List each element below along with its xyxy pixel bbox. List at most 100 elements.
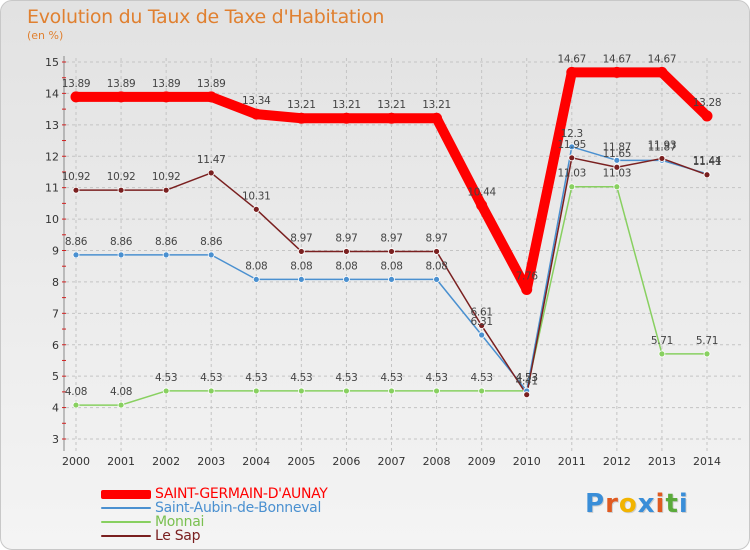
data-label: 11.87 — [603, 141, 632, 153]
data-label: 7.76 — [516, 270, 539, 282]
x-tick-label: 2007 — [378, 455, 406, 468]
series-point — [117, 251, 125, 259]
series-point — [701, 110, 713, 122]
series-point — [207, 251, 215, 259]
y-tick-label: 7 — [52, 307, 59, 320]
x-tick-label: 2014 — [693, 455, 721, 468]
series-point — [343, 248, 350, 255]
y-tick-label: 11 — [45, 182, 59, 195]
data-label: 13.89 — [107, 78, 136, 90]
data-label: 11.47 — [197, 154, 226, 166]
data-label: 10.92 — [152, 171, 181, 183]
legend-item: Le Sap — [101, 529, 431, 543]
series-point — [613, 163, 621, 171]
series-point — [160, 91, 172, 103]
legend-swatch — [101, 489, 151, 499]
series-point — [115, 91, 127, 103]
data-label: 4.53 — [516, 372, 538, 384]
legend-label: Saint-Aubin-de-Bonneval — [155, 500, 322, 516]
data-label: 8.86 — [65, 236, 88, 248]
series-point — [252, 205, 260, 213]
data-label: 4.53 — [245, 372, 267, 384]
data-label: 4.53 — [155, 372, 177, 384]
series-point — [297, 248, 305, 255]
series-point — [162, 186, 170, 194]
series-point — [388, 248, 395, 255]
series-point — [433, 387, 440, 395]
data-label: 8.86 — [110, 236, 133, 248]
x-tick-label: 2011 — [558, 455, 586, 468]
y-tick-label: 5 — [52, 370, 59, 383]
series-point — [297, 387, 305, 395]
y-tick-label: 10 — [45, 213, 59, 226]
x-tick-label: 2013 — [648, 455, 676, 468]
data-label: 4.53 — [516, 372, 538, 384]
legend-label: SAINT-GERMAIN-D'AUNAY — [155, 486, 328, 502]
data-label: 8.97 — [425, 232, 447, 244]
legend-swatch — [101, 521, 151, 523]
data-label: 8.97 — [290, 232, 312, 244]
chart-unit-label: (en %) — [27, 29, 64, 42]
data-label: 13.34 — [242, 95, 271, 107]
chart-legend: SAINT-GERMAIN-D'AUNAY Saint-Aubin-de-Bonn… — [101, 487, 431, 543]
series-point — [252, 387, 260, 395]
series-point — [252, 276, 260, 283]
data-label: 11.87 — [648, 141, 677, 153]
data-label: 10.92 — [107, 171, 136, 183]
x-tick-labels: 2000 2001 2002 2003 2004 2005 2006 2007 2008 2009… — [62, 455, 721, 468]
series-point — [611, 66, 623, 78]
data-label: 14.67 — [648, 53, 677, 65]
series-point — [568, 154, 576, 162]
data-label: 10.92 — [62, 171, 91, 183]
series-point — [207, 169, 215, 177]
data-label: 13.89 — [197, 78, 226, 90]
series-point — [343, 276, 350, 283]
data-label: 8.08 — [380, 260, 402, 272]
data-label: 13.89 — [62, 78, 91, 90]
legend-swatch — [101, 507, 151, 509]
y-tick-labels: 3 4 5 6 7 8 9 10 11 12 13 14 15 — [45, 56, 59, 446]
data-label: 4.08 — [110, 386, 132, 398]
data-label: 10.31 — [242, 190, 271, 202]
series-point — [117, 186, 125, 194]
series-point — [162, 387, 170, 395]
logo-letter: i — [678, 489, 689, 519]
series-point — [431, 112, 443, 124]
x-tick-label: 2006 — [332, 455, 360, 468]
data-label: 11.95 — [558, 139, 587, 151]
series-point — [207, 387, 215, 395]
data-label: 4.41 — [516, 376, 538, 388]
data-label: 8.08 — [245, 260, 267, 272]
data-label: 11.65 — [603, 148, 632, 160]
series-point — [297, 276, 305, 283]
proxiti-logo: Proxiti — [585, 489, 689, 519]
series-point — [658, 350, 666, 358]
series-point — [386, 112, 397, 124]
series-point — [523, 391, 531, 399]
y-tick-label: 6 — [52, 339, 59, 352]
x-tick-label: 2009 — [468, 455, 496, 468]
legend-item: Saint-Aubin-de-Bonneval — [101, 501, 431, 515]
data-labels: 13.89 13.89 13.89 13.89 13.34 13.21 13.21 13.21… — [62, 53, 722, 398]
data-label: 4.53 — [335, 372, 357, 384]
series-point — [343, 387, 350, 395]
x-tick-label: 2000 — [62, 455, 90, 468]
series-point — [521, 283, 533, 295]
logo-letter: r — [605, 489, 619, 519]
series-point — [433, 248, 440, 255]
y-tick-label: 15 — [45, 56, 59, 69]
series-point — [70, 91, 82, 103]
data-label: 6.31 — [471, 316, 493, 328]
data-label: 11.93 — [648, 139, 677, 151]
series-point — [72, 251, 80, 259]
data-label: 13.28 — [693, 97, 722, 109]
data-label: 4.53 — [290, 372, 312, 384]
legend-item: SAINT-GERMAIN-D'AUNAY — [101, 487, 431, 501]
x-tick-label: 2005 — [287, 455, 315, 468]
series-point — [162, 251, 170, 259]
data-label: 5.71 — [651, 335, 673, 347]
x-tick-label: 2004 — [242, 455, 270, 468]
data-label: 10.44 — [467, 186, 496, 198]
x-tick-label: 2002 — [152, 455, 180, 468]
